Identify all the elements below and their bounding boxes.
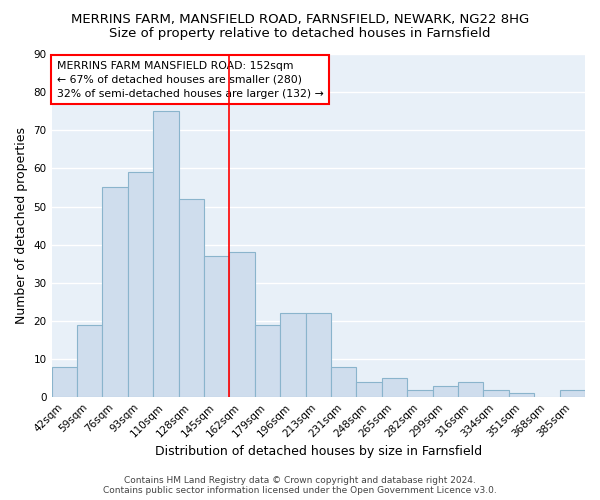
Bar [153, 111, 179, 397]
Bar [128, 172, 153, 397]
Text: MERRINS FARM MANSFIELD ROAD: 152sqm
← 67% of detached houses are smaller (280)
3: MERRINS FARM MANSFIELD ROAD: 152sqm ← 67… [57, 61, 323, 99]
Bar [509, 394, 534, 397]
Bar [77, 325, 103, 397]
Bar [560, 390, 585, 397]
Bar [103, 188, 128, 397]
Y-axis label: Number of detached properties: Number of detached properties [15, 127, 28, 324]
Bar [229, 252, 255, 397]
Bar [433, 386, 458, 397]
Text: Size of property relative to detached houses in Farnsfield: Size of property relative to detached ho… [109, 28, 491, 40]
Text: Contains public sector information licensed under the Open Government Licence v3: Contains public sector information licen… [103, 486, 497, 495]
Text: MERRINS FARM, MANSFIELD ROAD, FARNSFIELD, NEWARK, NG22 8HG: MERRINS FARM, MANSFIELD ROAD, FARNSFIELD… [71, 12, 529, 26]
Bar [382, 378, 407, 397]
Bar [305, 314, 331, 397]
Bar [458, 382, 484, 397]
X-axis label: Distribution of detached houses by size in Farnsfield: Distribution of detached houses by size … [155, 444, 482, 458]
Bar [179, 199, 204, 397]
Text: Contains HM Land Registry data © Crown copyright and database right 2024.: Contains HM Land Registry data © Crown c… [124, 476, 476, 485]
Bar [331, 366, 356, 397]
Bar [484, 390, 509, 397]
Bar [407, 390, 433, 397]
Bar [356, 382, 382, 397]
Bar [280, 314, 305, 397]
Bar [204, 256, 229, 397]
Bar [52, 366, 77, 397]
Bar [255, 325, 280, 397]
